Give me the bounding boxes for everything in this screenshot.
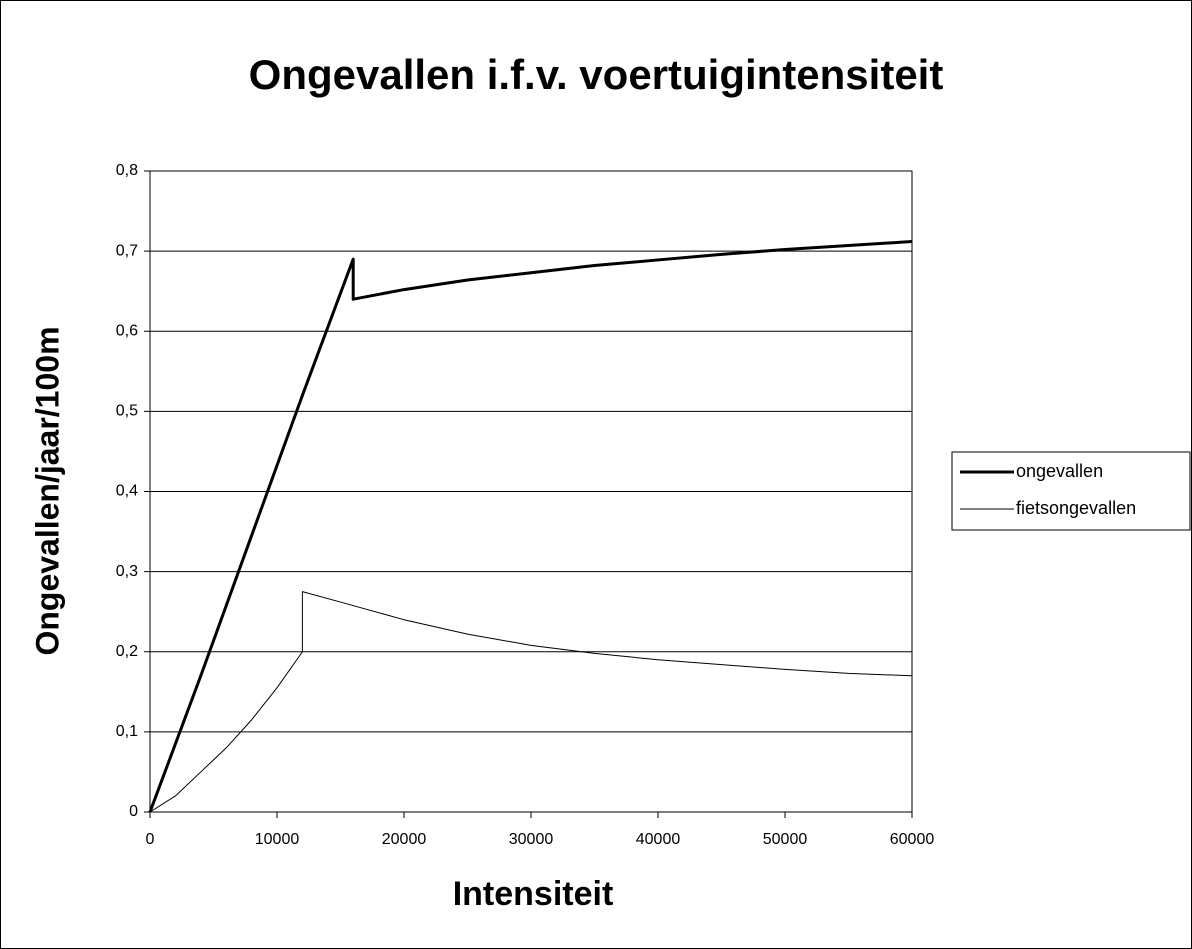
chart-title: Ongevallen i.f.v. voertuigintensiteit [249,51,944,98]
legend-label: ongevallen [1016,461,1103,481]
x-tick-label: 20000 [382,831,427,848]
y-tick-label: 0,4 [116,483,138,500]
y-axis-label: Ongevallen/jaar/100m [29,326,65,655]
y-tick-label: 0,5 [116,403,138,420]
x-tick-label: 10000 [255,831,300,848]
x-axis-label: Intensiteit [453,875,614,913]
x-tick-label: 30000 [509,831,554,848]
x-tick-label: 0 [146,831,155,848]
legend-box [951,451,1191,531]
x-tick-label: 50000 [763,831,808,848]
y-tick-label: 0,2 [116,643,138,660]
series-line [148,240,913,813]
y-tick-label: 0,3 [116,563,138,580]
y-tick-label: 0 [129,803,138,820]
legend-label: fietsongevallen [1016,498,1136,518]
y-tick-label: 0,6 [116,322,138,339]
y-tick-label: 0,7 [116,242,138,259]
y-tick-label: 0,8 [116,162,138,179]
x-tick-label: 40000 [636,831,681,848]
x-tick-label: 60000 [890,831,935,848]
series-line [149,591,913,813]
y-tick-label: 0,1 [116,723,138,740]
